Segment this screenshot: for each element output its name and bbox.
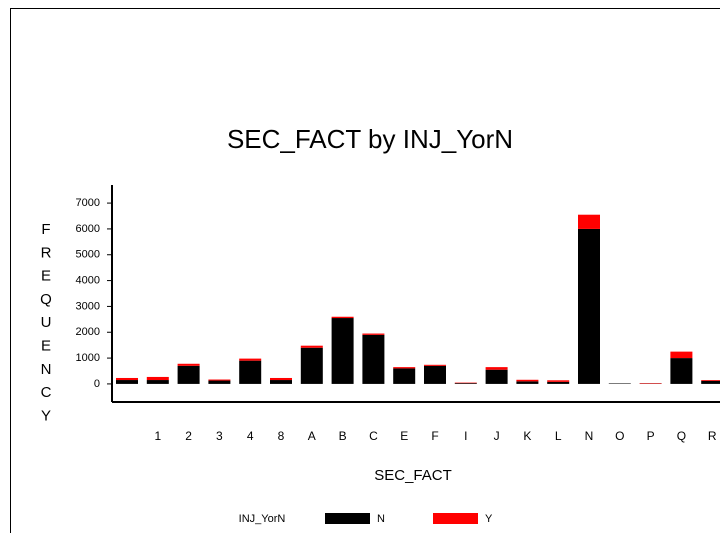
x-tick-label: A	[308, 429, 316, 443]
bar-segment	[424, 364, 446, 366]
y-axis-title-letter: U	[41, 314, 52, 331]
y-tick-label: 7000	[76, 197, 100, 209]
bar-segment	[116, 377, 138, 381]
x-tick-label: I	[464, 429, 467, 443]
bar-segment	[670, 358, 693, 384]
bar-segment	[516, 379, 539, 382]
legend-label: N	[377, 513, 385, 525]
bar-segment	[239, 360, 262, 384]
bar-segment	[701, 380, 720, 384]
bar-segment	[208, 380, 231, 384]
x-tick-label: R	[708, 429, 717, 443]
x-axis-title: SEC_FACT	[374, 467, 452, 484]
bar-segment	[547, 380, 570, 382]
bar-segment	[454, 383, 477, 384]
bar-segment	[331, 318, 354, 384]
y-axis-title-letter: R	[41, 244, 52, 261]
x-tick-label: F	[431, 429, 438, 443]
x-tick-label: P	[647, 429, 655, 443]
bar-segment	[393, 367, 416, 369]
x-tick-label: J	[494, 429, 500, 443]
y-axis-title-letter: E	[41, 268, 51, 285]
y-tick-label: 1000	[76, 352, 100, 364]
y-axis-title-letter: Q	[40, 291, 52, 308]
x-tick-label: Q	[677, 429, 686, 443]
bar-segment	[608, 383, 631, 384]
bar-segment	[177, 365, 200, 384]
bar-segment	[146, 376, 169, 381]
bar-segment	[547, 381, 570, 384]
bar-segment	[331, 316, 354, 319]
legend-swatch	[433, 513, 478, 524]
y-tick-label: 5000	[76, 249, 100, 261]
y-axis-title-letter: C	[41, 384, 52, 401]
legend-swatch	[325, 513, 370, 524]
bar-segment	[670, 351, 693, 359]
bar-segment	[393, 368, 416, 384]
bar-segment	[701, 380, 720, 381]
bar-segment	[454, 382, 477, 384]
bar-segment	[208, 379, 231, 381]
bar-segment	[300, 347, 323, 384]
y-tick-label: 0	[94, 378, 100, 390]
bar-segment	[270, 377, 292, 381]
bar-segment	[578, 214, 600, 229]
bar-segment	[424, 365, 446, 384]
y-tick-label: 2000	[76, 326, 100, 338]
y-tick-label: 3000	[76, 300, 100, 312]
bar-segment	[516, 381, 539, 384]
x-tick-label: 2	[185, 429, 192, 443]
chart-title: SEC_FACT by INJ_YorN	[227, 124, 513, 154]
bar-segment	[116, 380, 138, 384]
y-axis-title-letter: N	[41, 361, 52, 378]
x-tick-label: 4	[247, 429, 254, 443]
bar-segment	[270, 380, 292, 384]
bar-segment	[300, 345, 323, 348]
x-tick-label: C	[369, 429, 378, 443]
x-tick-label: N	[585, 429, 594, 443]
bar-segment	[362, 333, 385, 335]
x-tick-label: O	[615, 429, 624, 443]
x-tick-label: E	[400, 429, 408, 443]
legend-title: INJ_YorN	[239, 513, 286, 525]
frame	[10, 8, 720, 533]
y-axis-title-letter: F	[41, 221, 50, 238]
bar-segment	[578, 228, 600, 384]
x-tick-label: 8	[278, 429, 285, 443]
x-tick-label: L	[555, 429, 562, 443]
x-tick-label: B	[339, 429, 347, 443]
bar-segment	[239, 358, 262, 361]
bar-segment	[177, 363, 200, 366]
y-tick-label: 4000	[76, 274, 100, 286]
legend-label: Y	[485, 513, 493, 525]
bar-segment	[485, 367, 508, 370]
bar-segment	[639, 383, 662, 384]
y-axis-title-letter: Y	[41, 407, 51, 424]
x-tick-label: 3	[216, 429, 223, 443]
bar-segment	[362, 334, 385, 384]
x-tick-label: K	[523, 429, 531, 443]
y-tick-label: 6000	[76, 223, 100, 235]
y-axis-title-letter: E	[41, 337, 51, 354]
bar-segment	[146, 380, 169, 384]
bar-segment	[485, 369, 508, 384]
x-tick-label: 1	[154, 429, 161, 443]
